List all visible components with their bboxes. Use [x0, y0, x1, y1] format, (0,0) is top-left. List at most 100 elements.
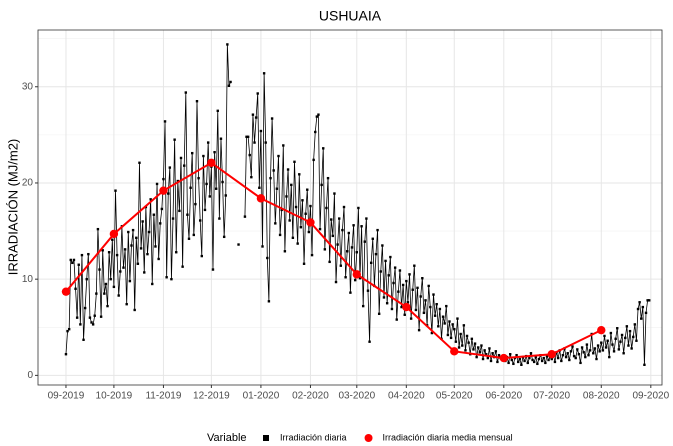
point	[283, 250, 287, 253]
point	[470, 337, 474, 341]
point	[288, 219, 291, 222]
point	[259, 129, 263, 133]
point	[261, 245, 264, 248]
point	[254, 116, 258, 119]
point	[456, 317, 459, 320]
point	[461, 344, 464, 347]
point	[206, 141, 210, 144]
point	[488, 347, 491, 350]
point	[293, 160, 296, 164]
point	[251, 113, 255, 116]
y-tick-label: 0	[27, 370, 33, 381]
point	[106, 304, 109, 308]
point	[395, 318, 398, 321]
point	[636, 307, 640, 311]
chart-title: USHUAIA	[319, 8, 382, 24]
point	[197, 176, 200, 180]
point	[187, 237, 191, 240]
point	[419, 295, 422, 298]
point	[229, 80, 232, 84]
point	[194, 202, 197, 206]
point	[88, 316, 92, 319]
point	[346, 250, 349, 253]
point	[566, 352, 569, 355]
point	[219, 137, 223, 140]
point	[353, 278, 357, 282]
point	[475, 355, 478, 359]
point	[75, 316, 79, 319]
point	[409, 317, 413, 320]
x-tick-label: 07-2020	[533, 391, 570, 402]
point	[67, 328, 71, 331]
point	[614, 337, 617, 341]
point	[579, 361, 582, 365]
x-tick-label: 01-2020	[243, 391, 280, 402]
point	[170, 277, 173, 281]
point	[449, 336, 453, 340]
point	[119, 270, 122, 273]
point	[61, 287, 71, 296]
point	[216, 109, 219, 113]
point	[520, 363, 523, 366]
point	[299, 226, 303, 229]
point	[547, 358, 550, 362]
point	[568, 358, 571, 362]
point	[186, 213, 189, 216]
point	[376, 228, 379, 232]
point	[338, 217, 341, 220]
point	[398, 269, 402, 272]
point	[510, 358, 513, 362]
point	[314, 130, 317, 134]
point	[606, 339, 609, 342]
point	[296, 242, 299, 245]
point	[515, 353, 518, 357]
point	[384, 259, 387, 263]
point	[173, 138, 176, 141]
point	[90, 321, 93, 324]
point	[547, 350, 556, 359]
point	[574, 356, 577, 360]
point	[622, 352, 625, 355]
point	[499, 353, 509, 363]
point	[587, 353, 590, 357]
point	[175, 251, 178, 254]
point	[593, 347, 597, 350]
point	[646, 299, 649, 302]
point	[275, 187, 279, 190]
point	[638, 301, 641, 304]
point	[104, 282, 108, 286]
point	[437, 325, 440, 328]
point	[544, 361, 547, 365]
point	[627, 344, 630, 347]
point	[473, 342, 477, 345]
point	[237, 243, 240, 246]
point	[588, 349, 592, 352]
point	[422, 311, 426, 315]
point	[64, 353, 68, 356]
point	[462, 324, 466, 327]
point	[269, 176, 272, 180]
point	[560, 359, 563, 363]
point	[320, 183, 323, 187]
legend-label: Irradiación diaria media mensual	[383, 432, 513, 442]
x-tick-label: 09-2020	[632, 391, 669, 402]
point	[318, 227, 322, 231]
point	[304, 212, 307, 215]
x-tick-label: 05-2020	[436, 391, 473, 402]
point	[256, 194, 266, 203]
point	[561, 353, 565, 357]
point	[307, 230, 311, 234]
point	[250, 175, 253, 179]
point	[96, 227, 100, 231]
point	[125, 302, 128, 306]
point	[382, 296, 386, 299]
point	[83, 306, 87, 310]
point	[485, 353, 488, 356]
point	[612, 350, 616, 353]
point	[245, 135, 248, 138]
point	[516, 360, 520, 364]
point	[203, 208, 207, 212]
point	[389, 255, 392, 259]
point	[107, 251, 111, 254]
